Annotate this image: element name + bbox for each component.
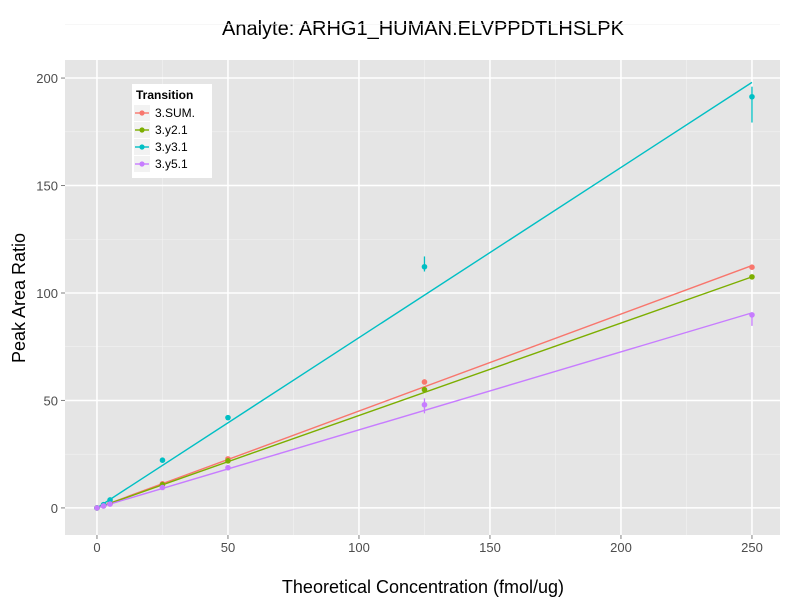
data-point [225, 414, 231, 421]
x-axis-label: Theoretical Concentration (fmol/ug) [282, 577, 564, 597]
data-point [225, 464, 231, 471]
y-tick-label: 200 [36, 71, 58, 86]
y-tick-label: 100 [36, 286, 58, 301]
legend-key-point [139, 144, 145, 150]
data-point [749, 264, 755, 270]
data-point [421, 263, 428, 270]
x-tick-label: 50 [221, 540, 235, 555]
data-point [421, 386, 428, 393]
data-point [107, 501, 113, 507]
y-axis-label: Peak Area Ratio [9, 233, 29, 363]
data-point [749, 312, 755, 318]
data-point [421, 379, 428, 385]
x-tick-label: 100 [348, 540, 370, 555]
legend-label: 3.y2.1 [155, 123, 188, 137]
chart-title: Analyte: ARHG1_HUMAN.ELVPPDTLHSLPK [222, 18, 625, 40]
fit-line [96, 81, 753, 509]
x-tick-label: 150 [479, 540, 501, 555]
data-point [159, 457, 166, 464]
legend-title: Transition [136, 88, 193, 102]
legend-label: 3.y3.1 [155, 140, 188, 154]
data-point [107, 497, 113, 503]
y-tick-label: 50 [44, 393, 58, 408]
legend-label: 3.SUM. [155, 106, 195, 120]
data-point [749, 274, 755, 280]
data-point [421, 401, 428, 408]
x-axis: 0 50 100 150 200 250 [93, 535, 763, 555]
legend-label: 3.y5.1 [155, 157, 188, 171]
data-point [94, 505, 100, 511]
data-point [749, 93, 755, 100]
data-point [225, 458, 231, 464]
x-tick-label: 200 [610, 540, 632, 555]
x-tick-label: 250 [741, 540, 763, 555]
data-point [100, 503, 107, 509]
data-points [94, 86, 755, 511]
data-point [159, 484, 166, 491]
legend: Transition 3.SUM. 3.y2.1 3.y3.1 3.y5.1 [132, 84, 212, 178]
y-axis: 0 50 100 150 200 [36, 71, 65, 516]
x-tick-label: 0 [93, 540, 100, 555]
legend-key-point [139, 110, 145, 116]
legend-key-point [139, 161, 145, 167]
y-tick-label: 0 [51, 501, 58, 516]
y-tick-label: 150 [36, 179, 58, 194]
fit-line [96, 264, 753, 509]
legend-key-point [139, 127, 145, 133]
